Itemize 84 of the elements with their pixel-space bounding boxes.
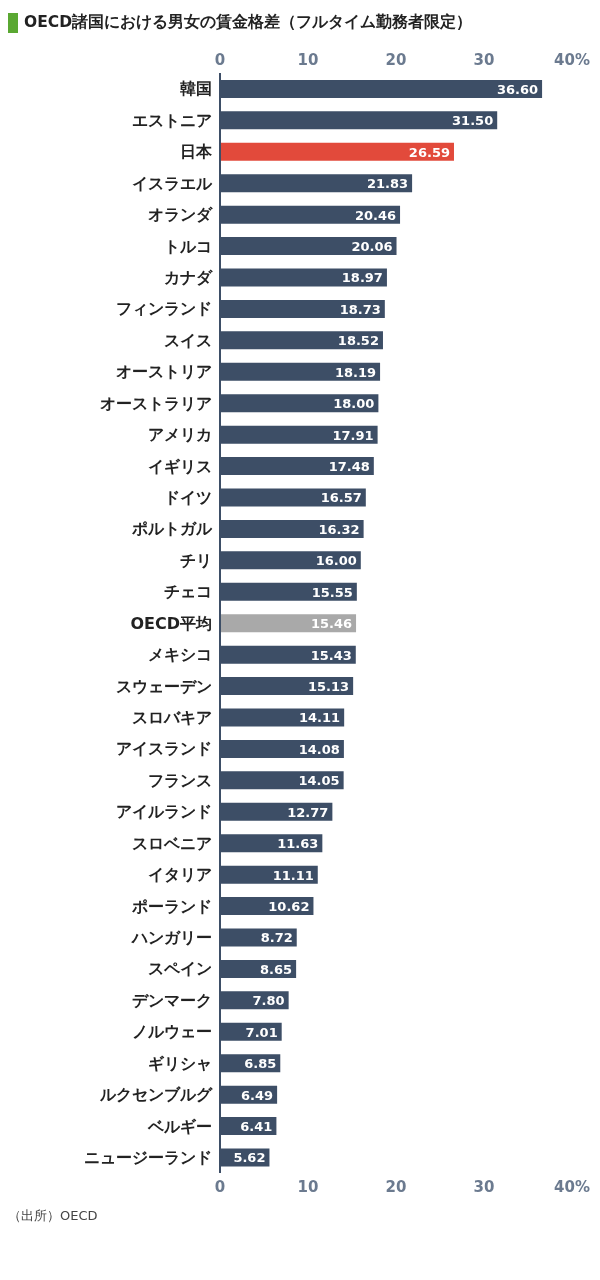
bar <box>220 142 454 161</box>
data-label: 16.32 <box>318 521 360 537</box>
y-tick-label: スイス <box>164 330 212 350</box>
data-label: 15.43 <box>310 647 352 663</box>
data-label: 20.06 <box>351 239 393 255</box>
data-label: 6.49 <box>241 1087 274 1103</box>
y-tick-label: ノルウェー <box>132 1022 212 1042</box>
data-label: 31.50 <box>452 113 494 129</box>
y-tick-label: ハンガリー <box>131 927 212 947</box>
data-label: 15.46 <box>310 616 353 632</box>
y-tick-label: ポルトガル <box>131 519 213 539</box>
y-tick-label: スウェーデン <box>116 676 212 696</box>
x-tick-label: 40% <box>554 51 590 69</box>
data-label: 7.80 <box>252 993 285 1009</box>
data-label: 14.08 <box>298 741 340 757</box>
data-label: 7.01 <box>245 1024 278 1040</box>
y-tick-label: ドイツ <box>164 487 212 507</box>
data-label: 8.65 <box>260 961 293 977</box>
y-tick-label: オーストラリア <box>100 393 212 413</box>
data-label: 16.57 <box>320 490 362 506</box>
y-tick-label: カナダ <box>164 267 213 287</box>
y-tick-label: チリ <box>180 550 212 570</box>
y-tick-label: アイルランド <box>116 802 212 822</box>
data-label: 26.59 <box>408 144 450 160</box>
data-label: 6.85 <box>244 1056 277 1072</box>
data-label: 8.72 <box>260 930 293 946</box>
chart-title: OECD諸国における男女の賃金格差（フルタイム勤務者限定） <box>24 12 473 33</box>
x2-tick-label: 40% <box>554 1177 590 1196</box>
data-label: 18.52 <box>337 333 379 349</box>
data-label: 14.05 <box>298 773 340 789</box>
y-tick-label: イタリア <box>148 865 212 885</box>
y-tick-label: トルコ <box>164 236 212 256</box>
y-tick-label: オーストリア <box>116 362 212 382</box>
y-tick-label: スロベニア <box>132 833 212 853</box>
data-label: 17.91 <box>332 427 374 443</box>
y-tick-label: ベルギー <box>147 1116 212 1136</box>
data-label: 18.19 <box>334 364 377 380</box>
y-tick-label: フランス <box>148 770 212 790</box>
y-tick-label: チェコ <box>164 582 212 602</box>
y-tick-label: ルクセンブルグ <box>99 1085 213 1105</box>
data-label: 15.55 <box>311 584 353 600</box>
y-tick-label: 韓国 <box>180 79 212 99</box>
data-label: 11.63 <box>277 836 319 852</box>
x-tick-label: 10 <box>297 51 319 69</box>
x2-tick-label: 0 <box>214 1177 226 1196</box>
data-label: 5.62 <box>233 1150 266 1166</box>
data-label: 16.00 <box>315 553 357 569</box>
y-tick-label: ギリシャ <box>148 1053 212 1073</box>
y-tick-label: アイスランド <box>116 739 212 759</box>
y-tick-label: OECD平均 <box>130 613 212 633</box>
data-label: 15.13 <box>308 679 350 695</box>
data-label: 6.41 <box>240 1119 273 1135</box>
y-tick-label: フィンランド <box>116 299 212 319</box>
text: （出所）OECD <box>8 1207 99 1225</box>
bar <box>220 614 357 633</box>
y-tick-label: 日本 <box>180 142 213 162</box>
y-tick-label: エストニア <box>132 110 212 130</box>
x-tick-label: 30 <box>473 51 495 69</box>
x-tick-label: 0 <box>214 51 226 69</box>
y-tick-label: スロバキア <box>132 707 212 727</box>
y-tick-label: アメリカ <box>148 425 212 445</box>
data-label: 36.60 <box>496 81 539 97</box>
data-label: 21.83 <box>366 176 409 192</box>
data-label: 11.11 <box>272 867 314 883</box>
x2-tick-label: 30 <box>473 1177 495 1196</box>
data-label: 20.46 <box>354 207 397 223</box>
y-tick-label: ニュージーランド <box>84 1147 212 1167</box>
x2-tick-label: 10 <box>297 1177 319 1196</box>
data-label: 18.00 <box>333 396 375 412</box>
data-label: 18.97 <box>341 270 383 286</box>
data-label: 12.77 <box>287 804 329 820</box>
y-tick-label: スペイン <box>148 959 212 979</box>
y-tick-label: デンマーク <box>132 990 212 1010</box>
y-tick-label: イギリス <box>148 456 212 476</box>
x-tick-label: 20 <box>385 51 407 69</box>
y-tick-label: メキシコ <box>148 645 212 665</box>
data-label: 14.11 <box>299 710 341 726</box>
y-tick-label: イスラエル <box>132 173 213 193</box>
data-label: 17.48 <box>328 459 370 475</box>
x2-tick-label: 20 <box>385 1177 407 1196</box>
y-tick-label: オランダ <box>148 205 213 225</box>
y-tick-label: ポーランド <box>131 896 212 916</box>
data-label: 18.73 <box>339 301 381 317</box>
data-label: 10.62 <box>268 899 310 915</box>
